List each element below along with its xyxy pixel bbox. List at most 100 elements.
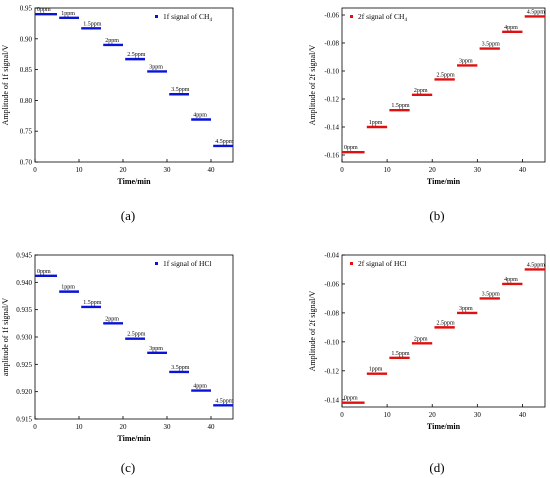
panel-d-level-label-2: 1.5ppm xyxy=(391,351,410,357)
panel-d-xtick-label-2: 20 xyxy=(429,411,437,419)
panel-b-ylabel: Amplitude of 2f signal/V xyxy=(308,44,317,125)
panel-d-ytick-label-1: -0.12 xyxy=(324,367,339,375)
panel-d-legend-marker xyxy=(350,262,353,265)
panel-a-ytick-label-1: 0.75 xyxy=(20,128,33,136)
panel-d-level-label-7: 4ppm xyxy=(504,277,518,283)
panel-d-ytick-label-5: -0.04 xyxy=(324,252,339,260)
panel-b-xlabel: Time/min xyxy=(427,177,461,186)
panel-c-level-label-3: 2ppm xyxy=(105,316,119,322)
panel-d-level-label-6: 3.5ppm xyxy=(482,291,501,297)
panel-a-level-label-4: 2.5ppm xyxy=(127,52,146,58)
panel-b-xtick-label-2: 20 xyxy=(429,166,437,174)
panel-a-ytick-label-2: 0.80 xyxy=(20,97,33,105)
panel-d-xtick-label-0: 0 xyxy=(340,411,344,419)
panel-a-level-label-6: 3.5ppm xyxy=(171,87,190,93)
panel-b-caption: (b) xyxy=(429,208,445,223)
panel-a-legend-marker xyxy=(155,15,158,18)
panel-c-xtick-label-1: 10 xyxy=(76,423,84,431)
panel-a-ytick-label-5: 0.95 xyxy=(20,5,33,13)
panel-d-level-label-5: 3ppm xyxy=(459,306,473,312)
panel-c-ytick-label-2: 0.925 xyxy=(16,361,32,369)
panel-c-xlabel: Time/min xyxy=(117,434,151,443)
panel-b-ytick-label-1: -0.14 xyxy=(324,124,339,132)
panel-c-ytick-label-6: 0.945 xyxy=(16,252,32,260)
panel-a-xtick-label-2: 20 xyxy=(120,166,128,174)
panel-a-level-label-5: 3ppm xyxy=(149,64,163,70)
panel-a-legend-label: 1f signal of CH4 xyxy=(163,12,212,23)
panel-a-level-label-1: 1ppm xyxy=(61,11,75,17)
panel-c-group: 0 10 20 30 40 0.915 0.920 0.925 0.930 0.935 0.940 0… xyxy=(1,252,234,444)
panel-b-level-label-5: 3ppm xyxy=(459,58,473,64)
panel-a-legend-subscript: 4 xyxy=(209,18,212,23)
panel-d-xtick-label-1: 10 xyxy=(384,411,392,419)
panel-d-ytick-label-0: -0.14 xyxy=(324,396,339,404)
panel-c-xtick-label-0: 0 xyxy=(33,423,37,431)
panel-c-level-label-7: 4ppm xyxy=(193,384,207,390)
panel-b-ytick-label-5: -0.06 xyxy=(324,12,339,20)
panel-a-ytick-label-0: 0.70 xyxy=(20,159,33,167)
panel-a-xtick-label-3: 30 xyxy=(164,166,172,174)
panel-d-legend-label: 2f signal of HCl xyxy=(358,259,407,268)
panel-a-level-label-3: 2ppm xyxy=(105,38,119,44)
panel-b-xtick-label-3: 30 xyxy=(474,166,482,174)
panel-d-ytick-label-2: -0.10 xyxy=(324,338,339,346)
panel-c-level-label-4: 2.5ppm xyxy=(127,332,146,338)
panel-a-level-label-7: 4ppm xyxy=(193,112,207,118)
panel-a-caption: (a) xyxy=(120,208,136,223)
panel-c-ytick-label-5: 0.940 xyxy=(16,279,32,287)
panel-a-frame xyxy=(34,7,234,163)
panel-d-group: 0 10 20 30 40 -0.14 -0.12 -0.10 -0.08 -0.06 -0.04 T… xyxy=(308,252,546,431)
panel-b-frame xyxy=(341,7,546,163)
panel-b-level-label-3: 2ppm xyxy=(414,88,428,94)
panel-c-ytick-label-4: 0.935 xyxy=(16,306,32,314)
panel-b-ytick-label-3: -0.10 xyxy=(324,68,339,76)
panel-b-legend-label: 2f signal of CH4 xyxy=(358,12,407,23)
panel-c-level-label-2: 1.5ppm xyxy=(83,300,102,306)
panel-b-ytick-label-0: -0.16 xyxy=(324,152,339,160)
panel-d-level-label-4: 2.5ppm xyxy=(436,320,455,326)
panel-d-ytick-label-4: -0.06 xyxy=(324,280,339,288)
panel-d-xtick-label-3: 30 xyxy=(474,411,482,419)
panel-c-xtick-label-4: 40 xyxy=(208,423,216,431)
panel-c-xtick-label-3: 30 xyxy=(164,423,172,431)
panel-b-ytick-label-2: -0.12 xyxy=(324,96,339,104)
panel-c-legend-marker xyxy=(155,262,158,265)
panel-b-xtick-label-0: 0 xyxy=(340,166,344,174)
panel-c-caption: (c) xyxy=(120,460,136,475)
panel-a-ylabel: Amplitude of 1f signal/V xyxy=(1,44,10,125)
panel-c-level-label-6: 3.5ppm xyxy=(171,365,190,371)
panel-c-legend-label: 1f signal of HCl xyxy=(163,259,212,268)
panel-c-ylabel: amplitude of 1f signal/V xyxy=(1,298,10,377)
panel-a-level-label-0: 0ppm xyxy=(37,7,51,13)
panel-c-ytick-label-1: 0.920 xyxy=(16,388,32,396)
panel-c-xtick-label-2: 20 xyxy=(120,423,128,431)
panel-d-xtick-label-4: 40 xyxy=(519,411,527,419)
panel-b-level-label-8: 4.5ppm xyxy=(527,9,546,15)
panel-a-group: 0 10 20 30 40 0.70 0.75 0.80 0.85 0.90 0.95 Time/mi… xyxy=(1,5,234,187)
panel-d-level-label-0: 0ppm xyxy=(344,396,358,402)
panel-d-frame xyxy=(341,254,546,408)
panel-b-legend-marker xyxy=(350,15,353,18)
panel-a-xtick-label-0: 0 xyxy=(33,166,37,174)
panel-d-level-label-8: 4.5ppm xyxy=(527,262,546,268)
panel-d-level-label-3: 2ppm xyxy=(414,336,428,342)
panel-b-level-label-0: 0ppm xyxy=(344,145,358,151)
panel-a-ytick-label-3: 0.85 xyxy=(20,66,33,74)
panel-c-level-label-5: 3ppm xyxy=(149,346,163,352)
panel-d-ylabel: Amplitude of 2f signal/V xyxy=(308,290,317,371)
panel-a-xlabel: Time/min xyxy=(117,177,151,186)
panel-a-xtick-label-4: 40 xyxy=(208,166,216,174)
panel-d-ytick-label-3: -0.08 xyxy=(324,309,339,317)
panel-c-level-label-0: 0ppm xyxy=(37,269,51,275)
panel-b-ytick-label-4: -0.08 xyxy=(324,40,339,48)
panel-b-level-label-6: 3.5ppm xyxy=(482,42,501,48)
panel-c-ytick-label-0: 0.915 xyxy=(16,416,32,424)
panel-b-level-label-4: 2.5ppm xyxy=(436,72,455,78)
panel-b-group: 0 10 20 30 40 -0.16 -0.14 -0.12 -0.10 -0.08 -0.06 T… xyxy=(308,7,546,186)
panel-d-level-label-1: 1ppm xyxy=(369,367,383,373)
panel-b-level-label-1: 1ppm xyxy=(369,120,383,126)
panel-d-xlabel: Time/min xyxy=(427,422,461,431)
panel-b-level-label-7: 4ppm xyxy=(504,25,518,31)
panel-b-legend-subscript: 4 xyxy=(404,18,407,23)
